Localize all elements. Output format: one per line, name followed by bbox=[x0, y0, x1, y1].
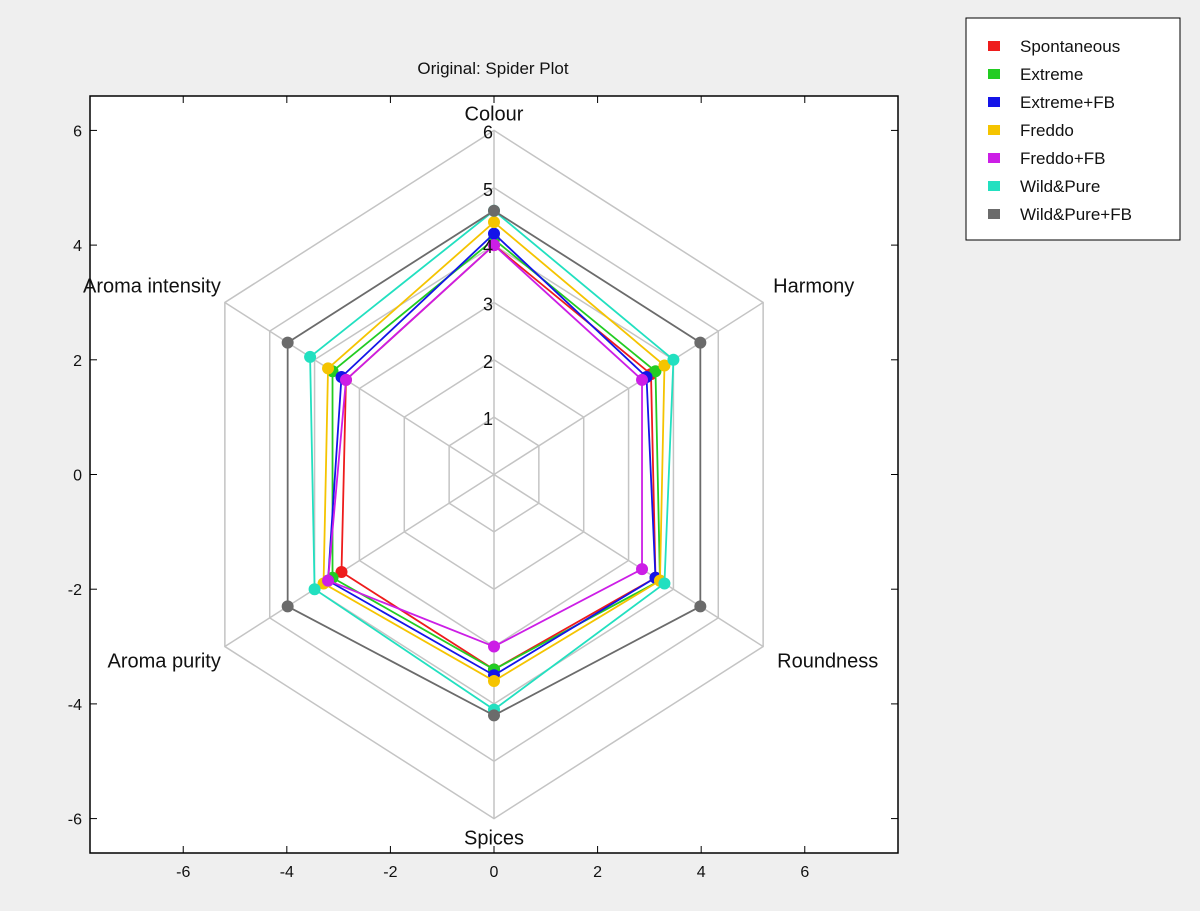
radial-tick-label: 6 bbox=[483, 122, 493, 142]
series-point bbox=[694, 336, 707, 349]
legend-entry: Freddo+FB bbox=[1020, 149, 1106, 168]
series-point bbox=[281, 336, 294, 349]
series-point bbox=[658, 359, 671, 372]
series-point bbox=[322, 362, 335, 375]
radial-tick-label: 4 bbox=[483, 237, 493, 257]
y-tick-label: 2 bbox=[73, 353, 82, 370]
series-point bbox=[488, 709, 500, 722]
chart-title: Original: Spider Plot bbox=[417, 59, 568, 78]
legend-entry: Extreme bbox=[1020, 65, 1083, 84]
series-point bbox=[339, 373, 352, 386]
radial-tick-label: 1 bbox=[483, 409, 493, 429]
x-tick-label: -4 bbox=[280, 864, 294, 881]
series-point bbox=[488, 204, 500, 217]
legend-entry: Extreme+FB bbox=[1020, 93, 1115, 112]
radial-tick-label: 2 bbox=[483, 352, 493, 372]
radar-spoke bbox=[224, 473, 495, 648]
x-tick-label: 4 bbox=[697, 864, 706, 881]
radial-tick-label: 3 bbox=[483, 294, 493, 314]
radar-spoke bbox=[493, 301, 764, 476]
y-tick-label: -2 bbox=[68, 582, 82, 599]
x-tick-label: 6 bbox=[800, 864, 809, 881]
series-point bbox=[667, 353, 680, 366]
series-point bbox=[488, 216, 500, 229]
y-tick-label: -6 bbox=[68, 812, 82, 829]
legend-swatch bbox=[988, 97, 1000, 107]
legend-entry: Spontaneous bbox=[1020, 37, 1120, 56]
x-tick-label: 2 bbox=[593, 864, 602, 881]
legend-entry: Wild&Pure+FB bbox=[1020, 205, 1132, 224]
x-tick-label: -6 bbox=[176, 864, 190, 881]
radar-axis-label: Roundness bbox=[777, 651, 878, 673]
series-point bbox=[658, 577, 671, 590]
series-point bbox=[649, 365, 662, 378]
radar-axis-label: Spices bbox=[464, 828, 524, 850]
x-tick-label: -2 bbox=[383, 864, 397, 881]
axis-ticks: -6 -4 -2 0 2 4 6 -6 -4 -2 0 2 4 6 bbox=[68, 96, 898, 881]
legend-swatch bbox=[988, 125, 1000, 135]
series-point bbox=[636, 373, 649, 386]
legend-swatch bbox=[988, 41, 1000, 51]
series-point bbox=[488, 674, 500, 687]
series-point bbox=[694, 600, 707, 613]
y-tick-label: 4 bbox=[73, 238, 82, 255]
legend-swatch bbox=[988, 69, 1000, 79]
series-point bbox=[322, 574, 335, 587]
radar-axis-label: Harmony bbox=[773, 275, 854, 297]
legend-entry: Freddo bbox=[1020, 121, 1074, 140]
y-tick-label: -4 bbox=[68, 697, 82, 714]
y-tick-label: 0 bbox=[73, 468, 82, 485]
series-point bbox=[304, 350, 317, 363]
series-point bbox=[488, 640, 500, 653]
legend-swatch bbox=[988, 209, 1000, 219]
radar-axis-label: Colour bbox=[465, 103, 524, 125]
series-wild-pure-fb bbox=[281, 204, 707, 722]
legend-entry: Wild&Pure bbox=[1020, 177, 1100, 196]
x-tick-label: 0 bbox=[490, 864, 499, 881]
series-point bbox=[308, 583, 321, 596]
radar-spoke bbox=[493, 473, 764, 648]
radial-tick-label: 5 bbox=[483, 180, 493, 200]
radar-spoke bbox=[224, 301, 495, 476]
series-freddo-fb bbox=[322, 239, 649, 653]
series-point bbox=[636, 563, 649, 576]
series-point bbox=[281, 600, 294, 613]
legend-swatch bbox=[988, 153, 1000, 163]
radar-axis-label: Aroma purity bbox=[107, 651, 220, 673]
y-tick-label: 6 bbox=[73, 123, 82, 140]
radar-axis-label: Aroma intensity bbox=[83, 275, 221, 297]
legend: Spontaneous Extreme Extreme+FB Freddo Freddo… bbox=[965, 17, 1181, 241]
legend-box bbox=[965, 17, 1181, 241]
radar-series bbox=[281, 204, 707, 722]
series-point bbox=[488, 239, 500, 252]
series-point bbox=[335, 565, 348, 578]
legend-swatch bbox=[988, 181, 1000, 191]
